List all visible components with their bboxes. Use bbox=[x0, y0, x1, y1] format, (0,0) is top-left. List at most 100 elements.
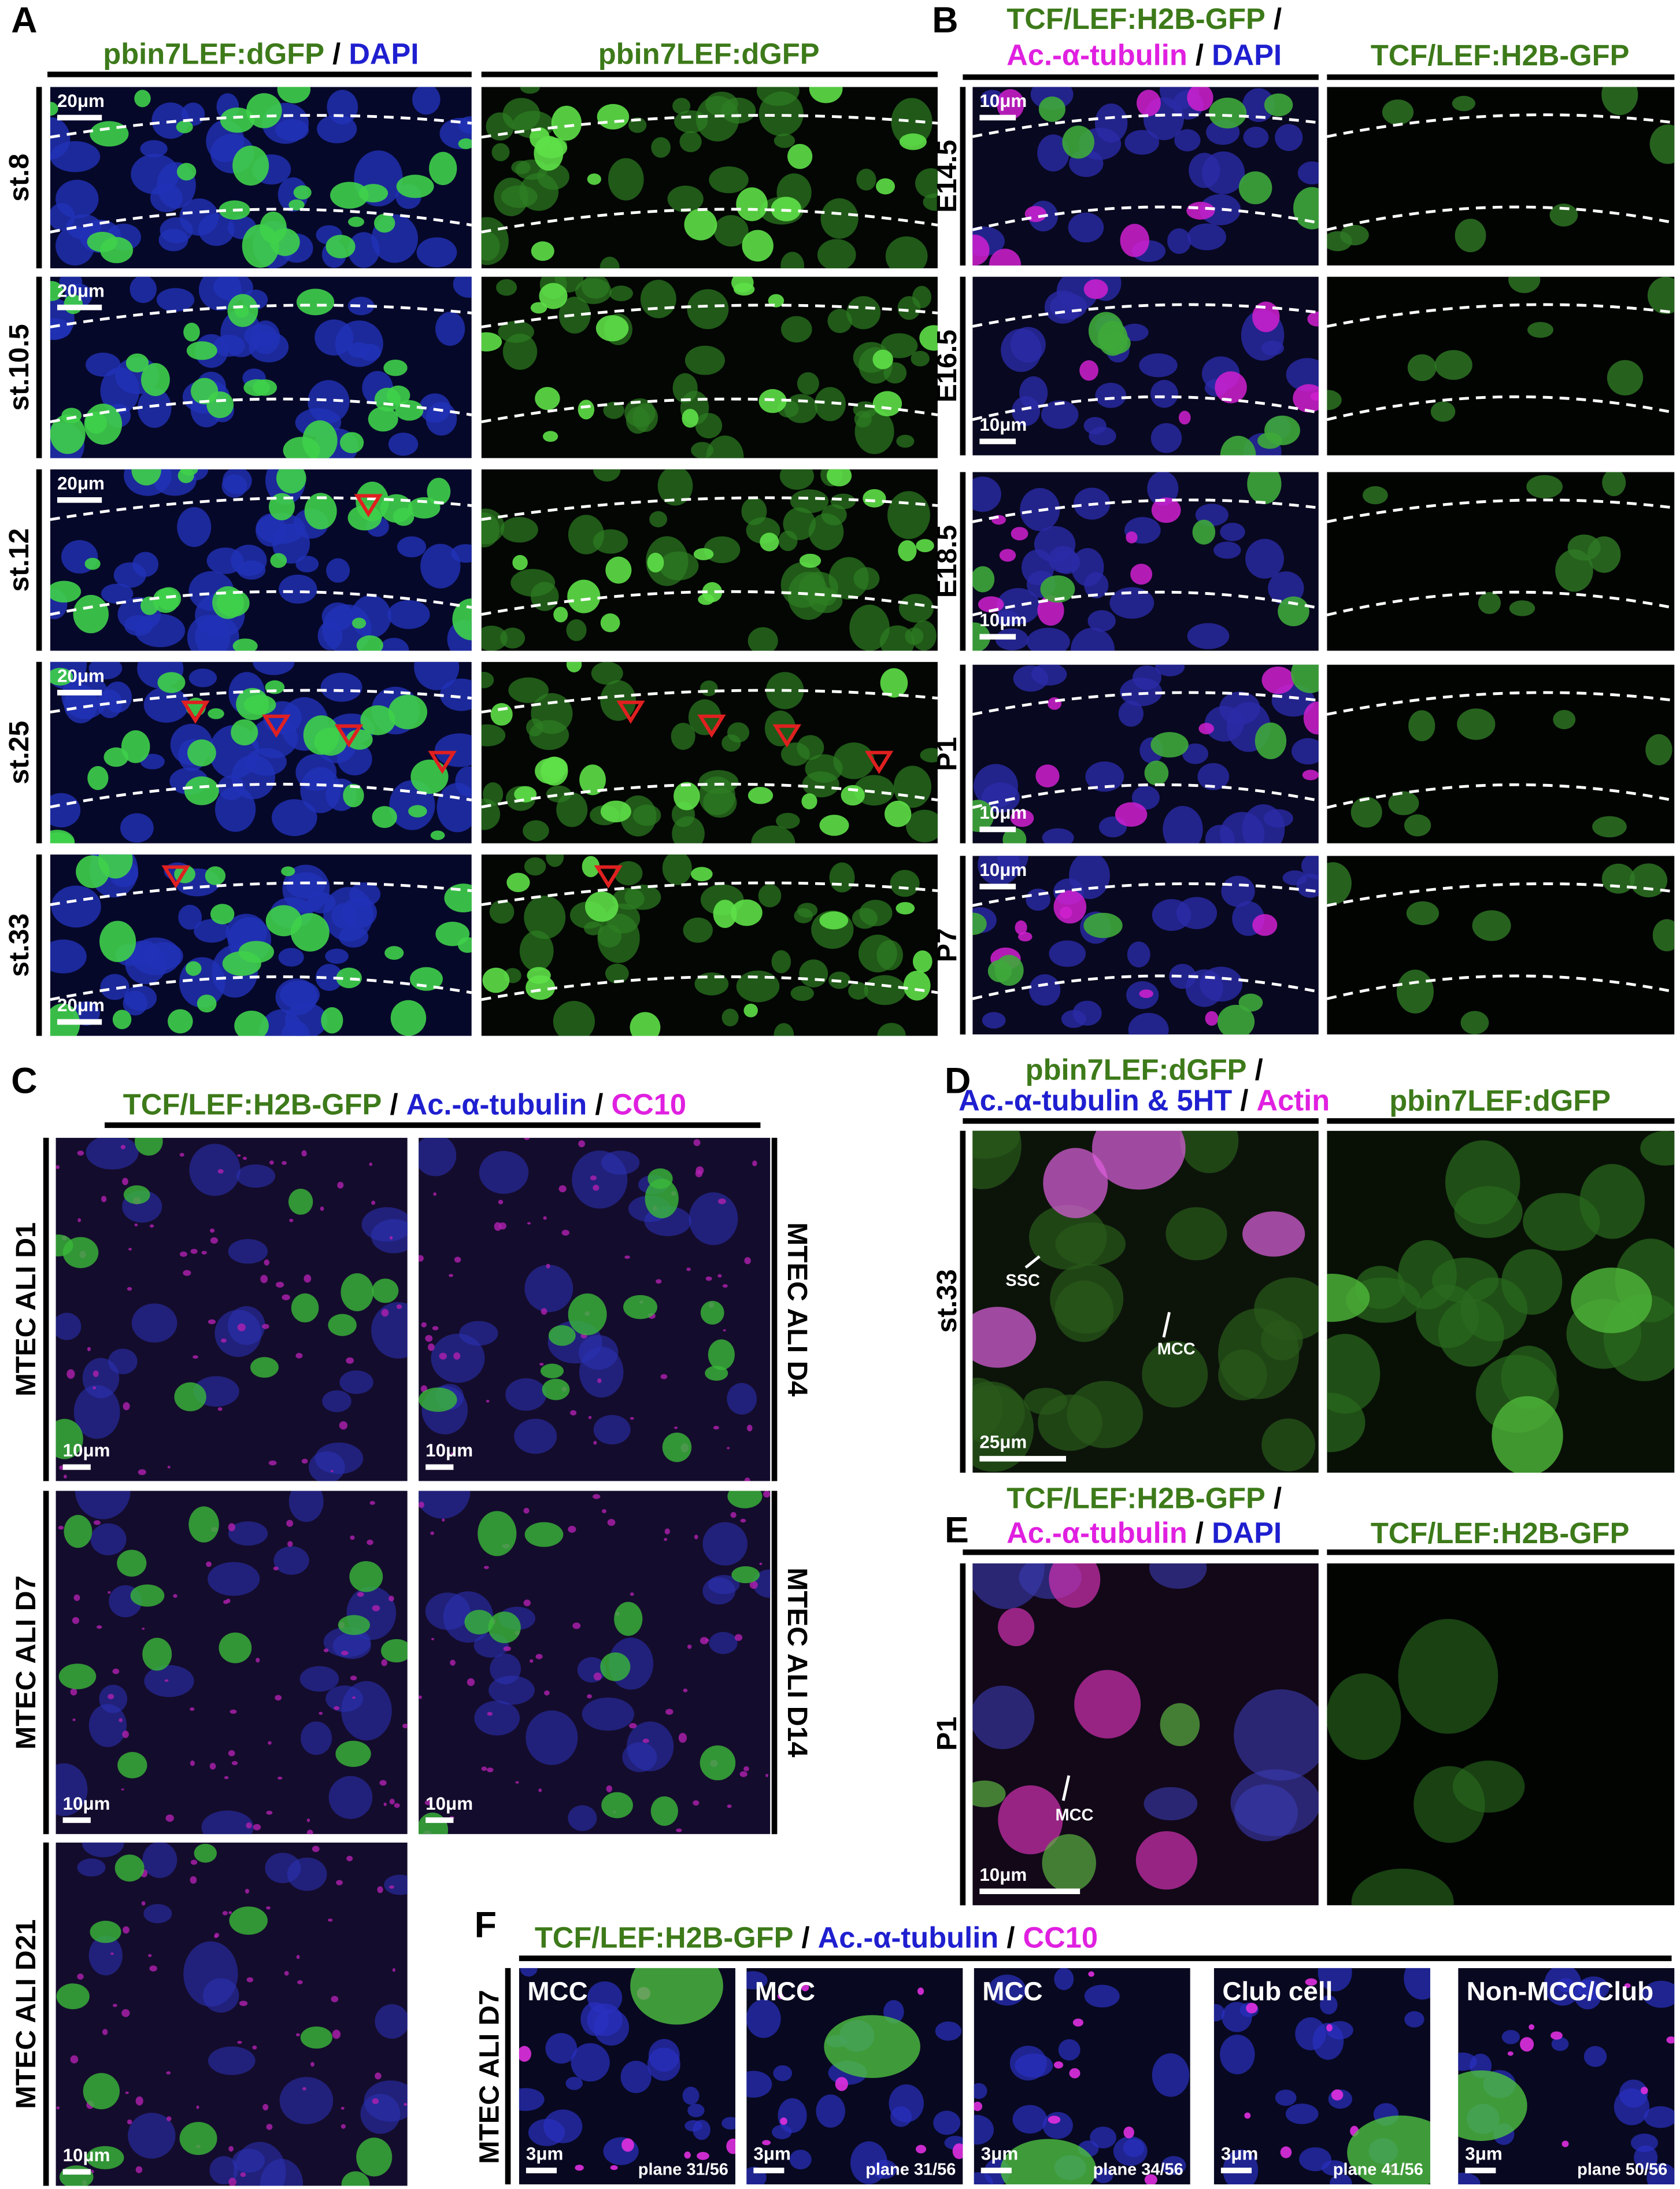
cell-signal bbox=[1630, 2133, 1658, 2153]
cell-signal bbox=[474, 1700, 520, 1736]
cell-signal bbox=[130, 1584, 165, 1607]
cell-signal bbox=[591, 661, 623, 685]
cell-signal bbox=[379, 1780, 387, 1786]
cell-signal bbox=[261, 1323, 269, 1329]
cell-signal bbox=[419, 1387, 457, 1412]
cell-signal bbox=[916, 539, 934, 553]
cell-signal bbox=[721, 2117, 735, 2130]
cell-signal bbox=[1128, 1012, 1169, 1035]
cell-signal bbox=[260, 1275, 268, 1284]
cell-signal bbox=[1579, 1164, 1645, 1239]
cell-signal bbox=[684, 208, 717, 241]
cell-signal bbox=[481, 724, 506, 746]
cell-signal bbox=[87, 1347, 91, 1352]
cell-signal bbox=[780, 252, 805, 269]
cell-signal bbox=[87, 231, 118, 252]
cell-signal bbox=[697, 2151, 709, 2160]
image-title: MCC bbox=[527, 1976, 587, 2006]
cell-signal bbox=[1139, 353, 1178, 378]
cell-signal bbox=[336, 1880, 343, 1885]
cell-signal bbox=[1457, 708, 1496, 740]
cell-signal bbox=[595, 315, 629, 342]
cell-signal bbox=[691, 867, 713, 882]
micrograph bbox=[50, 276, 472, 458]
cell-signal bbox=[1275, 2090, 1297, 2106]
cell-signal bbox=[593, 1415, 631, 1445]
cell-signal bbox=[1010, 809, 1034, 827]
cell-signal bbox=[430, 830, 445, 840]
cell-signal bbox=[287, 1857, 327, 1891]
cell-signal bbox=[295, 2033, 300, 2036]
cell-signal bbox=[1217, 1004, 1255, 1035]
cell-signal bbox=[108, 1591, 111, 1594]
cell-signal bbox=[691, 442, 714, 458]
cell-signal bbox=[157, 672, 186, 693]
cell-signal bbox=[140, 140, 168, 158]
cell-signal bbox=[341, 2124, 346, 2129]
cell-signal bbox=[138, 1469, 146, 1476]
epithelium-outline bbox=[481, 881, 938, 907]
cell-signal bbox=[1275, 124, 1303, 151]
cell-signal bbox=[186, 341, 217, 360]
cell-signal bbox=[1000, 2139, 1097, 2185]
cell-signal bbox=[293, 185, 312, 200]
header-part: CC10 bbox=[612, 1088, 687, 1121]
cell-signal bbox=[250, 1356, 279, 1378]
cell-signal bbox=[143, 1904, 172, 1924]
cell-signal bbox=[1245, 538, 1285, 579]
cell-signal bbox=[687, 2103, 705, 2117]
cell-signal bbox=[245, 1888, 250, 1894]
cell-signal bbox=[428, 1343, 435, 1351]
cell-signal bbox=[223, 469, 252, 494]
cell-signal bbox=[323, 1648, 329, 1652]
cell-signal bbox=[357, 1592, 364, 1597]
header-part: TCF/LEF:H2B-GFP bbox=[1006, 2, 1265, 35]
cell-signal bbox=[228, 1750, 235, 1757]
cell-signal bbox=[306, 1818, 310, 1822]
micrograph bbox=[50, 87, 472, 269]
cell-signal bbox=[578, 400, 595, 420]
cell-signal bbox=[341, 1681, 392, 1741]
cell-signal bbox=[630, 1417, 634, 1420]
cell-signal bbox=[1010, 327, 1046, 363]
cell-signal bbox=[1561, 2140, 1569, 2147]
cell-signal bbox=[134, 1223, 138, 1227]
cell-signal bbox=[270, 553, 287, 568]
header-part: TCF/LEF:H2B-GFP bbox=[1006, 1482, 1265, 1515]
cell-signal bbox=[630, 1968, 723, 2025]
cell-signal bbox=[683, 917, 713, 943]
cell-signal bbox=[184, 776, 219, 805]
cell-signal bbox=[103, 681, 132, 713]
cell-signal bbox=[727, 1491, 763, 1508]
cell-signal bbox=[760, 533, 779, 552]
cell-signal bbox=[300, 2026, 332, 2049]
cell-signal bbox=[208, 1562, 260, 1596]
cell-signal bbox=[1624, 1983, 1631, 1988]
arrowhead bbox=[161, 865, 190, 889]
cell-signal bbox=[856, 168, 876, 191]
cell-signal bbox=[995, 610, 1019, 627]
cell-signal bbox=[1202, 151, 1245, 194]
cell-signal bbox=[568, 515, 604, 554]
cell-signal bbox=[1040, 575, 1075, 603]
micrograph bbox=[419, 1491, 771, 1835]
cell-signal bbox=[92, 1370, 99, 1377]
cell-signal bbox=[1089, 426, 1116, 446]
cell-signal bbox=[895, 902, 915, 915]
cell-signal bbox=[1649, 124, 1675, 164]
cell-signal bbox=[1404, 2011, 1424, 2028]
cell-signal bbox=[236, 687, 269, 720]
cell-signal bbox=[335, 1740, 371, 1768]
cell-signal bbox=[1163, 805, 1203, 844]
row-label: P7 bbox=[931, 928, 963, 962]
cell-signal bbox=[330, 182, 369, 209]
cell-signal bbox=[778, 530, 798, 552]
cell-signal bbox=[246, 1977, 254, 1983]
micrograph bbox=[55, 1842, 408, 2186]
cell-signal bbox=[483, 782, 504, 807]
cell-signal bbox=[1062, 125, 1095, 159]
cell-signal bbox=[684, 2120, 702, 2132]
cell-signal bbox=[339, 1370, 373, 1394]
scale-bar-label: 10μm bbox=[425, 1794, 473, 1814]
cell-signal bbox=[59, 2165, 94, 2186]
